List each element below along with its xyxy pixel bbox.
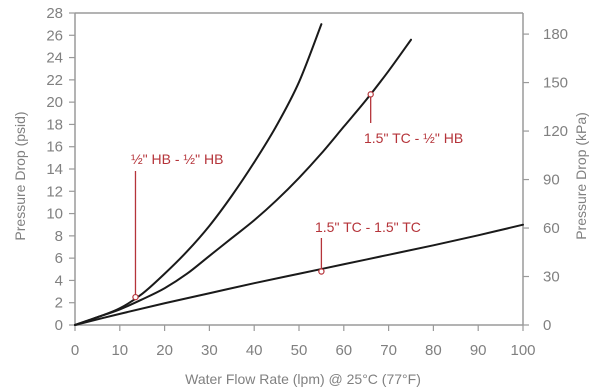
chart-axes bbox=[74, 12, 524, 326]
annotation-marker bbox=[367, 91, 374, 98]
annotation-label: ½" HB - ½" HB bbox=[131, 151, 223, 167]
y2-tick-label: 0 bbox=[543, 317, 551, 334]
y-tick-label: 8 bbox=[55, 228, 63, 245]
x-tick-label: 50 bbox=[291, 342, 308, 359]
y-tick-label: 20 bbox=[46, 94, 63, 111]
y-tick-label: 16 bbox=[46, 139, 63, 156]
annotation-marker bbox=[318, 268, 325, 275]
y2-tick-label: 180 bbox=[543, 26, 568, 43]
y-tick-label: 0 bbox=[55, 317, 63, 334]
x-axis-title: Water Flow Rate (lpm) @ 25°C (77°F) bbox=[185, 371, 421, 387]
y-tick-label: 14 bbox=[46, 161, 63, 178]
x-tick-label: 70 bbox=[380, 342, 397, 359]
series-line-1 bbox=[74, 23, 323, 326]
x-tick-label: 90 bbox=[470, 342, 487, 359]
chart-annotations: ½" HB - ½" HB 1.5" TC - ½" HB 1.5" TC - 1.… bbox=[131, 91, 463, 301]
x-tick-label: 80 bbox=[425, 342, 442, 359]
x-tick-label: 100 bbox=[510, 342, 535, 359]
x-tick-label: 0 bbox=[71, 342, 79, 359]
y-tick-label: 4 bbox=[55, 272, 63, 289]
chart-ticks: 0 10 20 30 40 50 60 70 80 90 100024681012141618202… bbox=[46, 5, 568, 359]
y-tick-label: 22 bbox=[46, 72, 63, 89]
chart-series bbox=[74, 23, 524, 326]
y-tick-label: 10 bbox=[46, 206, 63, 223]
y-axis-title-left: Pressure Drop (psid) bbox=[12, 111, 28, 240]
x-tick-label: 30 bbox=[201, 342, 218, 359]
y-tick-label: 26 bbox=[46, 27, 63, 44]
x-tick-label: 20 bbox=[156, 342, 173, 359]
x-tick-label: 40 bbox=[246, 342, 263, 359]
y-tick-label: 18 bbox=[46, 116, 63, 133]
y-tick-label: 6 bbox=[55, 250, 63, 267]
y-tick-label: 2 bbox=[55, 295, 63, 312]
annotation-label: 1.5" TC - 1.5" TC bbox=[315, 219, 421, 235]
y-tick-label: 12 bbox=[46, 183, 63, 200]
x-tick-label: 10 bbox=[111, 342, 128, 359]
y2-tick-label: 30 bbox=[543, 269, 560, 286]
annotation-marker bbox=[132, 293, 139, 301]
y-tick-label: 24 bbox=[46, 50, 63, 67]
y2-tick-label: 60 bbox=[543, 220, 560, 237]
y2-tick-label: 150 bbox=[543, 75, 568, 92]
y2-tick-label: 120 bbox=[543, 123, 568, 140]
y-tick-label: 28 bbox=[46, 5, 63, 22]
annotation-label: 1.5" TC - ½" HB bbox=[364, 130, 463, 146]
series-line-2 bbox=[74, 38, 412, 326]
x-tick-label: 60 bbox=[335, 342, 352, 359]
y2-tick-label: 90 bbox=[543, 172, 560, 189]
y-axis-title-right: Pressure Drop (kPa) bbox=[573, 112, 589, 240]
series-line-3 bbox=[74, 223, 524, 326]
